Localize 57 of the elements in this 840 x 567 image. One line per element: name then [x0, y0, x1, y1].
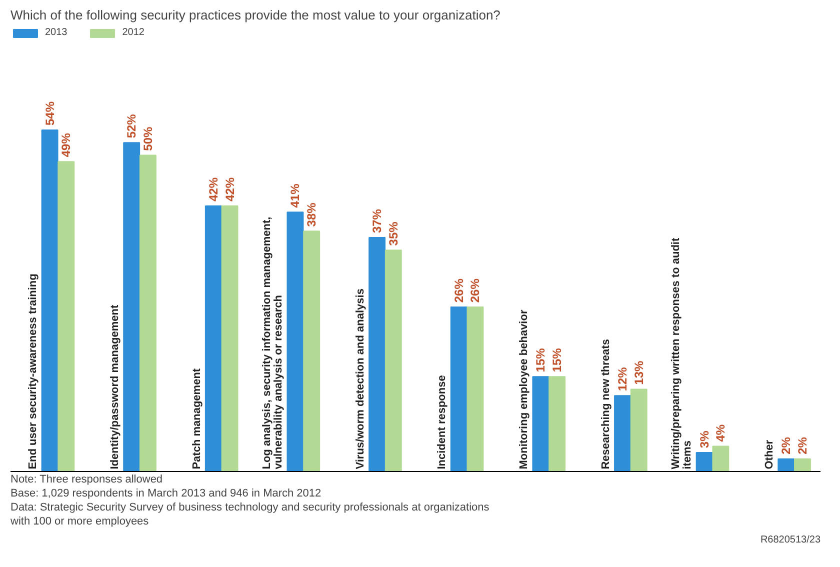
bar	[696, 452, 713, 472]
data-label: 2%	[779, 436, 794, 454]
x-tick-label: Monitoring employee behavior	[518, 309, 530, 470]
text: Note: Three responses allowed	[10, 474, 163, 486]
bar	[466, 306, 484, 472]
bar	[532, 376, 550, 472]
data-label: 50%	[140, 126, 155, 151]
x-tick-label: Other	[764, 439, 776, 470]
text: R6820513/23	[760, 534, 821, 546]
bar	[41, 129, 58, 472]
bar	[286, 212, 304, 472]
data-label: 2%	[796, 436, 810, 454]
bar	[614, 395, 631, 472]
bar	[123, 142, 140, 472]
bar	[221, 205, 238, 472]
bar	[368, 236, 386, 472]
data-label: 49%	[59, 132, 74, 158]
data-label: 38%	[304, 202, 319, 227]
bar	[139, 154, 156, 472]
data-label: 26%	[452, 278, 466, 303]
x-tick-label: Writing/preparing written responses to audit items	[670, 238, 694, 470]
x-tick-label: Patch management	[190, 368, 203, 470]
data-label: 13%	[632, 360, 646, 385]
bar	[450, 306, 468, 472]
chart-title: Which of the following security practices provide the most value to your organization?	[10, 8, 500, 22]
data-label: 3%	[697, 430, 712, 448]
legend-label: 2013	[45, 27, 68, 38]
bar	[548, 376, 566, 472]
bar	[794, 458, 811, 472]
legend-label: 2012	[122, 27, 144, 38]
text: Data: Strategic Security Survey of business technology and security professionals at organizations with 100 or more employees	[10, 502, 490, 528]
data-label: 37%	[370, 208, 384, 234]
bar	[204, 205, 222, 472]
data-label: 4%	[714, 424, 728, 442]
x-tick-label: Incident response	[436, 375, 448, 470]
data-label: 42%	[206, 177, 220, 202]
bar	[303, 230, 320, 472]
data-label: 54%	[42, 101, 57, 126]
bar	[712, 446, 730, 472]
bar	[384, 250, 402, 472]
data-label: 15%	[534, 348, 548, 372]
data-label: 26%	[468, 278, 482, 303]
data-label: 15%	[550, 348, 564, 372]
data-label: 35%	[386, 221, 400, 246]
x-tick-label: Log analysis, security information management, vulnerability analysis or research	[261, 216, 285, 470]
bar	[778, 458, 795, 472]
bar	[58, 161, 75, 472]
data-label: 41%	[288, 183, 302, 208]
data-label: 52%	[124, 114, 139, 138]
x-tick-label: Identity/password management	[108, 304, 121, 470]
x-tick-label: Researching new threats	[600, 339, 612, 470]
x-tick-label: Virus/worm detection and analysis	[354, 288, 366, 470]
text: Base: 1,029 respondents in March 2013 and 946 in March 2012	[10, 488, 322, 500]
data-label: 12%	[616, 366, 630, 392]
bar	[630, 388, 648, 472]
x-tick-label: End user security-awareness training	[27, 274, 40, 470]
data-label: 42%	[222, 177, 237, 202]
